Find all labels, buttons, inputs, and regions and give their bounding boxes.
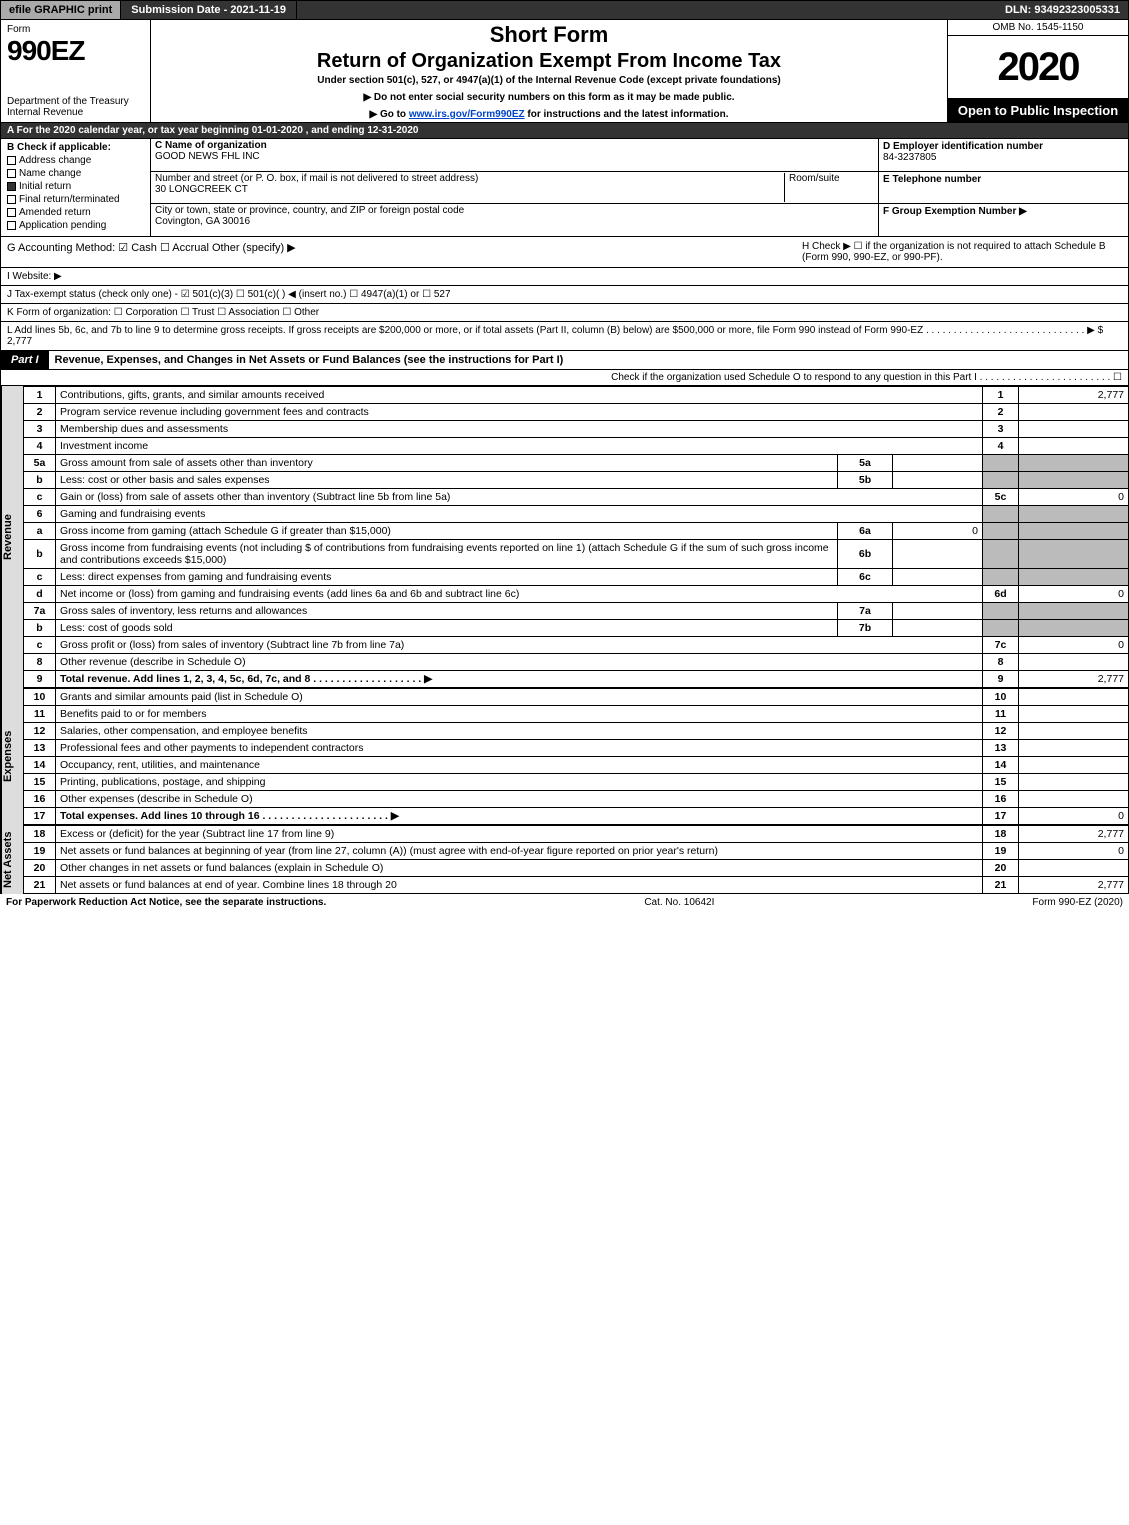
irs-link[interactable]: www.irs.gov/Form990EZ — [409, 109, 525, 120]
expenses-section: Expenses 10Grants and similar amounts pa… — [0, 688, 1129, 825]
chk-name[interactable]: Name change — [7, 168, 144, 179]
room-suite-label: Room/suite — [784, 173, 874, 203]
short-form-title: Short Form — [157, 22, 941, 48]
line-j: J Tax-exempt status (check only one) - ☑… — [0, 286, 1129, 304]
net-assets-section: Net Assets 18Excess or (deficit) for the… — [0, 825, 1129, 894]
tax-year: 2020 — [948, 36, 1128, 98]
line-g-h: G Accounting Method: ☑ Cash ☐ Accrual Ot… — [0, 237, 1129, 268]
cat-no: Cat. No. 10642I — [644, 897, 714, 908]
c-label: C Name of organization — [155, 140, 874, 151]
row-5a: 5aGross amount from sale of assets other… — [24, 455, 1129, 472]
e-label: E Telephone number — [883, 174, 1124, 185]
line-l: L Add lines 5b, 6c, and 7b to line 9 to … — [0, 322, 1129, 351]
row-8: 8Other revenue (describe in Schedule O)8 — [24, 654, 1129, 671]
h-check: H Check ▶ ☐ if the organization is not r… — [802, 241, 1122, 263]
page-footer: For Paperwork Reduction Act Notice, see … — [0, 894, 1129, 911]
g-accounting: G Accounting Method: ☑ Cash ☐ Accrual Ot… — [7, 241, 802, 263]
revenue-vlabel: Revenue — [1, 386, 23, 688]
row-7a: 7aGross sales of inventory, less returns… — [24, 603, 1129, 620]
city-label: City or town, state or province, country… — [155, 205, 874, 216]
row-5b: bLess: cost or other basis and sales exp… — [24, 472, 1129, 489]
row-16: 16Other expenses (describe in Schedule O… — [24, 791, 1129, 808]
row-7c: cGross profit or (loss) from sales of in… — [24, 637, 1129, 654]
row-18: 18Excess or (deficit) for the year (Subt… — [24, 826, 1129, 843]
row-6b: bGross income from fundraising events (n… — [24, 540, 1129, 569]
part-i-check: Check if the organization used Schedule … — [0, 370, 1129, 386]
header-right: OMB No. 1545-1150 2020 Open to Public In… — [948, 20, 1128, 122]
row-20: 20Other changes in net assets or fund ba… — [24, 860, 1129, 877]
f-label: F Group Exemption Number ▶ — [883, 206, 1124, 217]
row-3: 3Membership dues and assessments3 — [24, 421, 1129, 438]
chk-address[interactable]: Address change — [7, 155, 144, 166]
row-19: 19Net assets or fund balances at beginni… — [24, 843, 1129, 860]
row-6d: dNet income or (loss) from gaming and fu… — [24, 586, 1129, 603]
check-if-applicable: B Check if applicable: Address change Na… — [1, 139, 151, 236]
row-5c: cGain or (loss) from sale of assets othe… — [24, 489, 1129, 506]
form-number: 990EZ — [7, 35, 144, 67]
submission-date-button[interactable]: Submission Date - 2021-11-19 — [121, 1, 297, 19]
line-a: A For the 2020 calendar year, or tax yea… — [0, 123, 1129, 139]
row-10: 10Grants and similar amounts paid (list … — [24, 689, 1129, 706]
efile-graphic-button[interactable]: efile GRAPHIC print — [1, 1, 121, 19]
row-14: 14Occupancy, rent, utilities, and mainte… — [24, 757, 1129, 774]
net-assets-table: 18Excess or (deficit) for the year (Subt… — [23, 825, 1129, 894]
row-13: 13Professional fees and other payments t… — [24, 740, 1129, 757]
expenses-vlabel: Expenses — [1, 688, 23, 825]
ein-value: 84-3237805 — [883, 152, 1124, 163]
paperwork-notice: For Paperwork Reduction Act Notice, see … — [6, 897, 326, 908]
revenue-section: Revenue 1Contributions, gifts, grants, a… — [0, 386, 1129, 688]
part-i-title: Revenue, Expenses, and Changes in Net As… — [49, 351, 1128, 369]
form-word: Form — [7, 24, 144, 35]
row-21: 21Net assets or fund balances at end of … — [24, 877, 1129, 894]
header-middle: Short Form Return of Organization Exempt… — [151, 20, 948, 122]
chk-pending[interactable]: Application pending — [7, 220, 144, 231]
return-title: Return of Organization Exempt From Incom… — [157, 50, 941, 73]
goto-line: ▶ Go to www.irs.gov/Form990EZ for instru… — [157, 109, 941, 120]
chk-final[interactable]: Final return/terminated — [7, 194, 144, 205]
addr-label: Number and street (or P. O. box, if mail… — [155, 173, 478, 184]
row-4: 4Investment income4 — [24, 438, 1129, 455]
net-assets-vlabel: Net Assets — [1, 825, 23, 894]
row-2: 2Program service revenue including gover… — [24, 404, 1129, 421]
top-bar: efile GRAPHIC print Submission Date - 20… — [0, 0, 1129, 20]
expenses-table: 10Grants and similar amounts paid (list … — [23, 688, 1129, 825]
entity-section: B Check if applicable: Address change Na… — [0, 139, 1129, 237]
b-title: B Check if applicable: — [7, 142, 144, 153]
part-i-header: Part I Revenue, Expenses, and Changes in… — [0, 351, 1129, 370]
org-info: C Name of organization GOOD NEWS FHL INC… — [151, 139, 878, 236]
row-6c: cLess: direct expenses from gaming and f… — [24, 569, 1129, 586]
row-6: 6Gaming and fundraising events — [24, 506, 1129, 523]
goto-pre: ▶ Go to — [369, 109, 408, 120]
row-11: 11Benefits paid to or for members11 — [24, 706, 1129, 723]
city-state-zip: Covington, GA 30016 — [155, 216, 874, 227]
form-ref: Form 990-EZ (2020) — [1032, 897, 1123, 908]
dln-label: DLN: 93492323005331 — [997, 1, 1128, 19]
chk-amended[interactable]: Amended return — [7, 207, 144, 218]
chk-initial[interactable]: Initial return — [7, 181, 144, 192]
goto-post: for instructions and the latest informat… — [525, 109, 729, 120]
row-7b: bLess: cost of goods sold7b — [24, 620, 1129, 637]
line-i: I Website: ▶ — [0, 268, 1129, 286]
topbar-filler — [297, 1, 997, 19]
line-k: K Form of organization: ☐ Corporation ☐ … — [0, 304, 1129, 322]
row-9: 9Total revenue. Add lines 1, 2, 3, 4, 5c… — [24, 671, 1129, 688]
header-left: Form 990EZ Department of the Treasury In… — [1, 20, 151, 122]
revenue-table: 1Contributions, gifts, grants, and simil… — [23, 386, 1129, 688]
row-6a: aGross income from gaming (attach Schedu… — [24, 523, 1129, 540]
right-info: D Employer identification number 84-3237… — [878, 139, 1128, 236]
row-12: 12Salaries, other compensation, and empl… — [24, 723, 1129, 740]
row-1: 1Contributions, gifts, grants, and simil… — [24, 387, 1129, 404]
row-15: 15Printing, publications, postage, and s… — [24, 774, 1129, 791]
privacy-warning: ▶ Do not enter social security numbers o… — [157, 92, 941, 103]
omb-number: OMB No. 1545-1150 — [948, 20, 1128, 36]
row-17: 17Total expenses. Add lines 10 through 1… — [24, 808, 1129, 825]
form-header: Form 990EZ Department of the Treasury In… — [0, 20, 1129, 123]
department-label: Department of the Treasury Internal Reve… — [7, 96, 144, 118]
street-address: 30 LONGCREEK CT — [155, 184, 248, 195]
part-i-tag: Part I — [1, 351, 49, 369]
under-section-text: Under section 501(c), 527, or 4947(a)(1)… — [157, 75, 941, 86]
d-label: D Employer identification number — [883, 141, 1124, 152]
open-to-public: Open to Public Inspection — [948, 98, 1128, 122]
org-name: GOOD NEWS FHL INC — [155, 151, 874, 162]
